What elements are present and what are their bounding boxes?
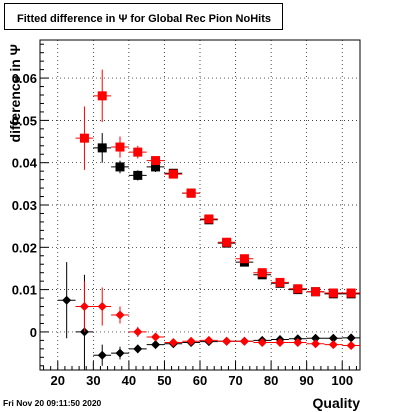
x-tick-label: 20 bbox=[51, 373, 65, 388]
data-point-square bbox=[97, 91, 107, 101]
data-point-square bbox=[133, 170, 143, 180]
data-point-diamond bbox=[311, 333, 321, 343]
data-point-square bbox=[346, 288, 356, 298]
data-point-diamond bbox=[328, 340, 338, 350]
title-box: Fitted difference in Ψ for Global Rec Pi… bbox=[4, 3, 283, 30]
data-point-diamond bbox=[115, 310, 125, 320]
series-red-square bbox=[75, 69, 360, 298]
data-point-square bbox=[115, 162, 125, 172]
data-point-diamond bbox=[275, 338, 285, 347]
data-point-square bbox=[328, 288, 338, 298]
y-tick-label: 0.03 bbox=[12, 198, 37, 213]
data-point-diamond bbox=[79, 302, 89, 312]
data-point-diamond bbox=[133, 327, 143, 337]
chart-title: Fitted difference in Ψ for Global Rec Pi… bbox=[17, 13, 271, 25]
data-point-diamond bbox=[328, 333, 338, 343]
data-point-square bbox=[311, 287, 321, 297]
data-point-diamond bbox=[293, 338, 303, 347]
data-point-diamond bbox=[97, 302, 107, 312]
data-point-square bbox=[275, 277, 285, 287]
x-tick-label: 80 bbox=[264, 373, 278, 388]
data-point-diamond bbox=[346, 333, 356, 343]
data-point-square bbox=[168, 169, 178, 179]
data-point-square bbox=[186, 188, 196, 198]
data-point-square bbox=[97, 143, 107, 153]
data-point-square bbox=[222, 237, 232, 247]
data-point-diamond bbox=[186, 336, 196, 346]
chart-grid bbox=[40, 40, 360, 370]
y-tick-label: 0.01 bbox=[12, 283, 37, 298]
series-black-diamond bbox=[57, 262, 360, 370]
data-point-square bbox=[151, 162, 161, 172]
data-point-diamond bbox=[168, 338, 178, 347]
series-black-square bbox=[93, 133, 360, 299]
y-tick-label: 0.02 bbox=[12, 240, 37, 255]
data-point-diamond bbox=[257, 338, 267, 347]
data-point-diamond bbox=[239, 336, 249, 346]
data-point-diamond bbox=[151, 332, 161, 342]
x-tick-label: 50 bbox=[157, 373, 171, 388]
y-tick-label: 0 bbox=[30, 325, 37, 340]
timestamp-footer: Fri Nov 20 09:11:50 2020 bbox=[3, 398, 102, 408]
series-red-diamond bbox=[75, 281, 360, 350]
data-point-square bbox=[133, 147, 143, 157]
data-point-diamond bbox=[115, 348, 125, 358]
data-point-diamond bbox=[97, 350, 107, 360]
y-tick-label: 0.04 bbox=[12, 156, 38, 171]
data-point-square bbox=[79, 133, 89, 143]
data-point-diamond bbox=[222, 336, 232, 346]
data-point-square bbox=[151, 156, 161, 166]
y-tick-label: 0.06 bbox=[12, 71, 37, 86]
data-point-square bbox=[239, 254, 249, 264]
data-point-diamond bbox=[204, 335, 214, 345]
y-tick-label: 0.05 bbox=[12, 113, 37, 128]
x-tick-label: 60 bbox=[193, 373, 207, 388]
data-marks bbox=[57, 69, 360, 370]
data-point-square bbox=[204, 214, 214, 224]
data-point-diamond bbox=[311, 339, 321, 349]
data-point-diamond bbox=[151, 340, 161, 350]
data-point-diamond bbox=[133, 344, 143, 354]
x-tick-label: 70 bbox=[228, 373, 242, 388]
y-axis-label: difference in Ψ bbox=[7, 44, 23, 142]
x-tick-label: 30 bbox=[86, 373, 100, 388]
data-point-square bbox=[293, 284, 303, 294]
data-point-square bbox=[115, 142, 125, 152]
data-point-diamond bbox=[62, 295, 72, 305]
x-tick-label: 90 bbox=[299, 373, 313, 388]
data-point-diamond bbox=[346, 340, 356, 350]
x-tick-label: 100 bbox=[331, 373, 353, 388]
data-point-square bbox=[257, 268, 267, 278]
x-tick-label: 40 bbox=[122, 373, 136, 388]
axis-ticks: 20 30 40 50 60 70 80 90 100 0 0.01 0.02 0.03 0.04 0.05… bbox=[12, 43, 357, 388]
x-axis-label: Quality bbox=[313, 395, 361, 411]
